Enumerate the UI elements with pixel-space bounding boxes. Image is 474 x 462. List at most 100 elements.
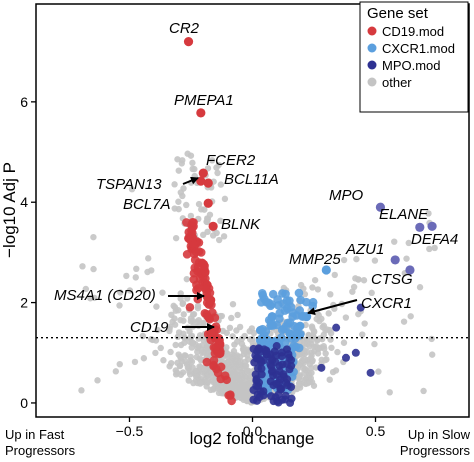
highlighted-point-bcl7a xyxy=(203,198,213,208)
highlighted-point-bcl11a xyxy=(203,178,213,188)
scatter-point-other xyxy=(306,360,313,368)
scatter-point-cxcr1-mod xyxy=(292,329,302,339)
highlighted-point-azu1 xyxy=(390,255,400,265)
legend-title: Gene set xyxy=(367,5,429,22)
scatter-point-other xyxy=(420,387,427,395)
scatter-point-other xyxy=(301,369,308,377)
scatter-point-other xyxy=(123,272,130,280)
scatter-point-other xyxy=(308,378,316,386)
scatter-point-other xyxy=(243,367,251,375)
scatter-point-other xyxy=(90,265,97,273)
scatter-point-mpo-mod xyxy=(286,398,295,407)
scatter-point-other xyxy=(322,327,329,334)
scatter-point-cxcr1-mod xyxy=(266,301,275,311)
legend-swatch-cxcr1 xyxy=(367,43,377,53)
scatter-point-other xyxy=(400,318,408,325)
scatter-point-other xyxy=(405,239,412,247)
scatter-point-other xyxy=(349,288,356,295)
scatter-point-other xyxy=(182,358,189,365)
scatter-point-other xyxy=(309,284,316,291)
scatter-point-other xyxy=(196,363,203,370)
scatter-point-mpo-mod xyxy=(341,353,350,362)
scatter-point-other xyxy=(334,348,341,356)
x-tick-label: 0.5 xyxy=(366,423,386,439)
scatter-point-other xyxy=(180,185,187,192)
scatter-point-other xyxy=(132,274,139,281)
scatter-point-other xyxy=(221,195,229,203)
scatter-point-other xyxy=(218,312,226,320)
scatter-point-other xyxy=(232,353,239,360)
scatter-point-cxcr1-mod xyxy=(285,329,294,338)
scatter-point-other xyxy=(229,333,236,340)
highlighted-point-defa4 xyxy=(415,222,425,232)
scatter-point-other xyxy=(190,310,198,318)
label-tspan13: TSPAN13 xyxy=(96,176,162,193)
scatter-point-other xyxy=(230,377,238,385)
scatter-point-other xyxy=(246,381,254,388)
scatter-point-cd19-mod xyxy=(189,268,199,278)
scatter-point-other xyxy=(311,343,318,350)
scatter-point-cd19-mod xyxy=(211,343,220,353)
scatter-point-cxcr1-mod xyxy=(257,289,267,298)
scatter-point-other xyxy=(188,358,196,365)
scatter-point-mpo-mod xyxy=(251,370,260,379)
scatter-point-other xyxy=(168,359,175,367)
scatter-point-other xyxy=(160,357,167,364)
scatter-point-other xyxy=(368,289,375,297)
scatter-point-other xyxy=(237,358,244,365)
scatter-point-other xyxy=(301,290,309,298)
scatter-point-other xyxy=(320,345,328,352)
scatter-point-other xyxy=(293,385,301,393)
scatter-point-other xyxy=(181,335,189,342)
scatter-point-cd19-mod xyxy=(182,250,192,259)
scatter-point-other xyxy=(117,289,124,296)
scatter-point-other xyxy=(238,370,246,377)
scatter-point-other xyxy=(331,271,338,279)
scatter-point-other xyxy=(133,265,140,273)
scatter-point-other xyxy=(167,348,174,356)
scatter-point-mpo-mod xyxy=(282,345,291,354)
scatter-point-other xyxy=(233,327,240,334)
scatter-point-mpo-mod xyxy=(259,391,268,400)
legend-swatch-other xyxy=(367,77,377,87)
scatter-point-mpo-mod xyxy=(272,379,281,388)
label-defa4: DEFA4 xyxy=(411,231,458,248)
highlighted-point-elane xyxy=(427,221,437,231)
scatter-point-other xyxy=(172,234,180,242)
legend-label-cd19: CD19.mod xyxy=(382,24,444,39)
label-blnk: BLNK xyxy=(221,216,261,233)
scatter-point-other xyxy=(183,275,191,283)
scatter-point-other xyxy=(131,358,139,366)
scatter-point-other xyxy=(234,311,241,319)
scatter-point-other xyxy=(189,159,196,167)
scatter-point-other xyxy=(240,347,248,355)
scatter-point-other xyxy=(359,331,366,338)
scatter-point-other xyxy=(217,217,224,225)
scatter-point-other xyxy=(187,318,195,325)
scatter-point-cd19-mod xyxy=(203,312,213,322)
scatter-point-cd19-mod xyxy=(192,285,201,295)
scatter-point-other xyxy=(90,233,97,241)
label-elane: ELANE xyxy=(379,206,429,223)
scatter-point-other xyxy=(187,212,195,220)
points-mpo-mod xyxy=(249,303,375,407)
scatter-point-other xyxy=(206,211,214,218)
scatter-point-other xyxy=(195,200,203,208)
scatter-point-other xyxy=(173,369,181,376)
arrow-cxcr1 xyxy=(307,299,358,316)
scatter-point-other xyxy=(126,287,134,294)
scatter-point-other xyxy=(168,311,175,319)
scatter-point-other xyxy=(91,294,98,302)
scatter-point-other xyxy=(375,368,382,375)
scatter-point-other xyxy=(154,326,161,334)
scatter-point-other xyxy=(222,386,230,393)
scatter-point-other xyxy=(391,238,398,245)
y-axis-title: −log10 Adj P xyxy=(0,162,19,258)
scatter-point-other xyxy=(203,342,211,349)
scatter-point-cd19-mod xyxy=(227,396,236,406)
scatter-point-other xyxy=(319,335,326,343)
scatter-point-other xyxy=(327,329,335,337)
scatter-point-mpo-mod xyxy=(366,368,375,377)
scatter-point-mpo-mod xyxy=(332,323,341,332)
